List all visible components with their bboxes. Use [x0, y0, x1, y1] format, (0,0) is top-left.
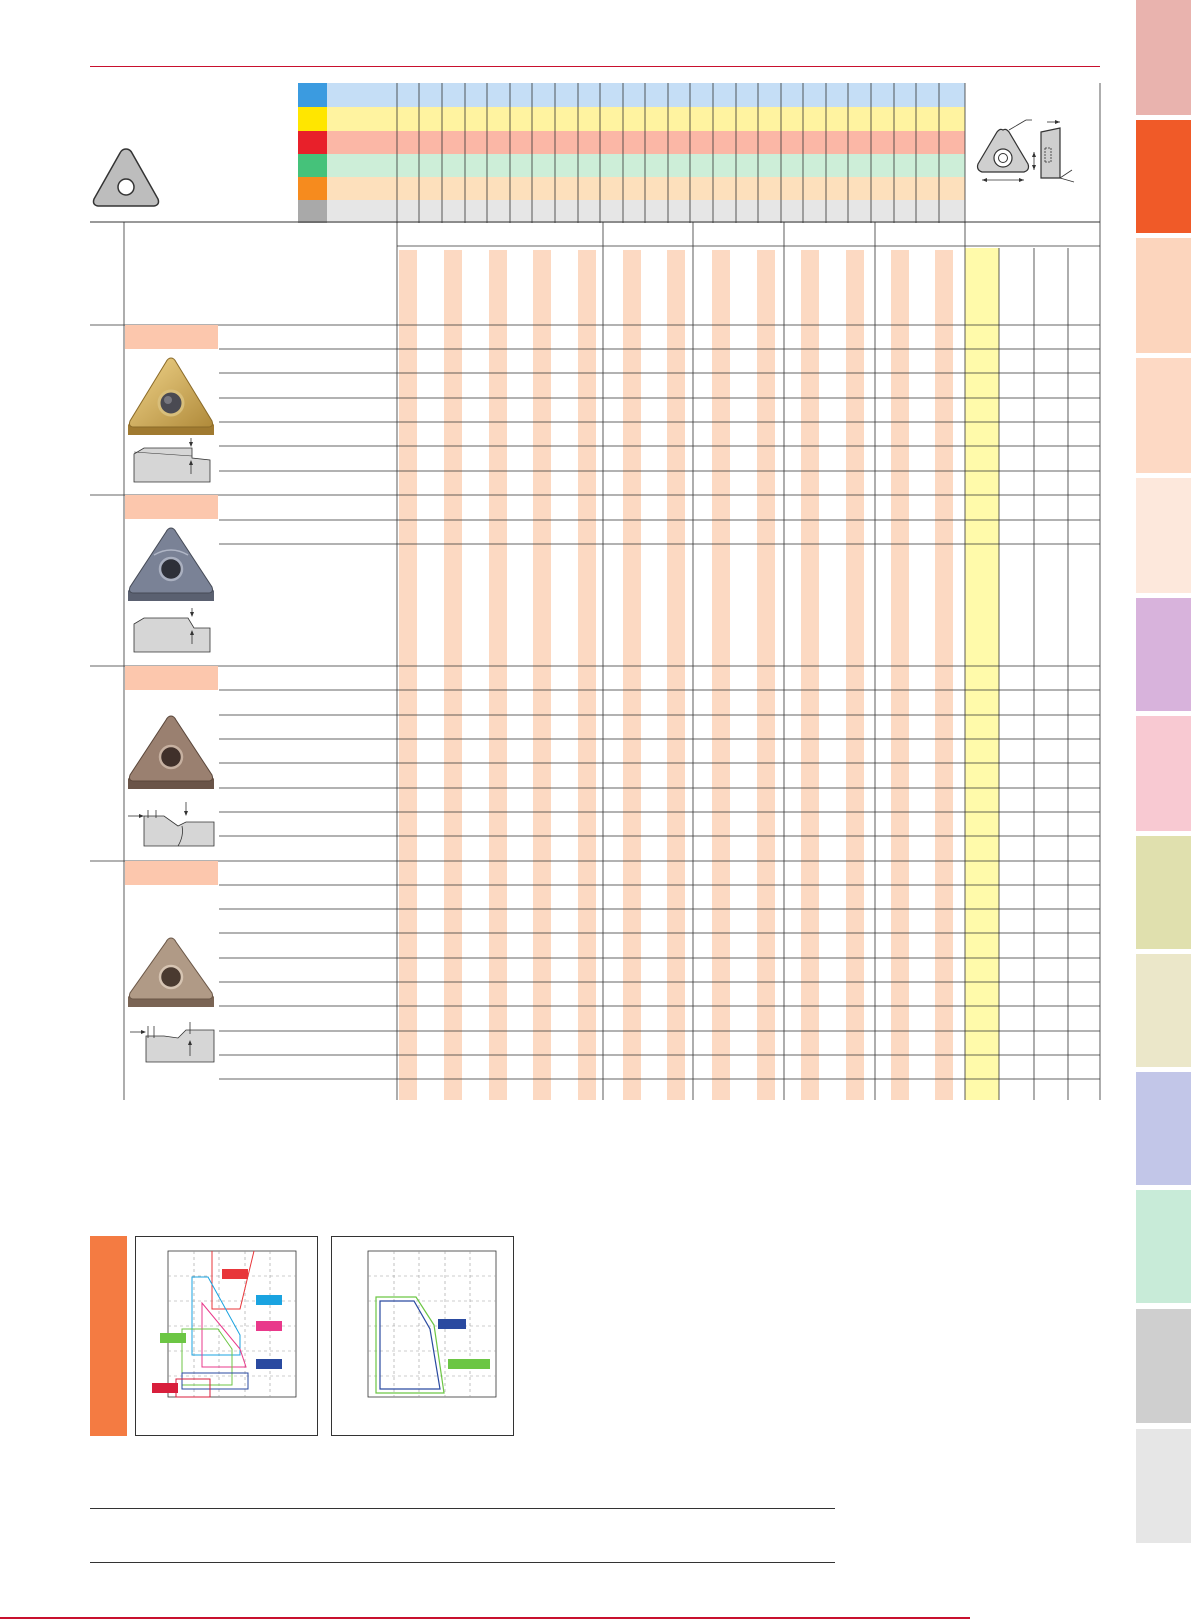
material-band-grid [396, 83, 966, 223]
chipbreaker-profile-icon-4 [128, 1022, 218, 1066]
application-range-tab [90, 1236, 127, 1436]
material-swatch-n [298, 154, 327, 177]
material-band-n [327, 154, 965, 177]
application-range-chart-1 [135, 1236, 318, 1436]
material-swatch-p [298, 83, 327, 107]
triangle-insert-icon [90, 145, 162, 211]
side-tab-7[interactable] [1136, 716, 1191, 831]
side-tab-1[interactable] [1136, 0, 1191, 115]
chipbreaker-profile-icon-3 [126, 800, 216, 850]
insert-photo-grey [124, 525, 219, 605]
application-range-chart-2 [331, 1236, 514, 1436]
side-tab-11[interactable] [1136, 1190, 1191, 1303]
material-swatch-m [298, 107, 327, 131]
insert-photo-gold [124, 355, 219, 440]
insert-photo-bronze-2 [124, 935, 219, 1010]
chipbreaker-profile-icon-2 [132, 608, 212, 654]
material-band-k [327, 131, 965, 154]
section-label-2 [125, 495, 218, 519]
side-tab-13[interactable] [1136, 1429, 1191, 1543]
side-tab-9[interactable] [1136, 954, 1191, 1067]
material-band-p [327, 83, 965, 107]
notes-top-rule [90, 1508, 835, 1509]
chipbreaker-profile-icon [132, 438, 212, 484]
material-band-m [327, 107, 965, 131]
material-swatch-k [298, 131, 327, 154]
material-band-h [327, 200, 965, 223]
insert-photo-bronze-1 [124, 713, 219, 793]
material-band-s [327, 177, 965, 200]
grade-table-grid [90, 83, 1101, 1100]
side-tab-10[interactable] [1136, 1072, 1191, 1185]
side-tab-2[interactable] [1136, 120, 1191, 233]
material-swatch-s [298, 177, 327, 200]
material-swatch-h [298, 200, 327, 223]
side-tab-8[interactable] [1136, 836, 1191, 949]
notes-bottom-rule [90, 1562, 835, 1563]
side-tab-12[interactable] [1136, 1309, 1191, 1423]
section-label-3 [125, 666, 218, 690]
insert-dimension-diagram-icon [968, 112, 1080, 212]
footer-rule [0, 1617, 970, 1619]
section-label-4 [125, 861, 218, 885]
side-tab-3[interactable] [1136, 238, 1191, 353]
side-tab-6[interactable] [1136, 598, 1191, 711]
top-rule [90, 66, 1100, 67]
section-label-1 [125, 325, 218, 349]
side-tab-5[interactable] [1136, 478, 1191, 593]
side-tab-4[interactable] [1136, 358, 1191, 473]
